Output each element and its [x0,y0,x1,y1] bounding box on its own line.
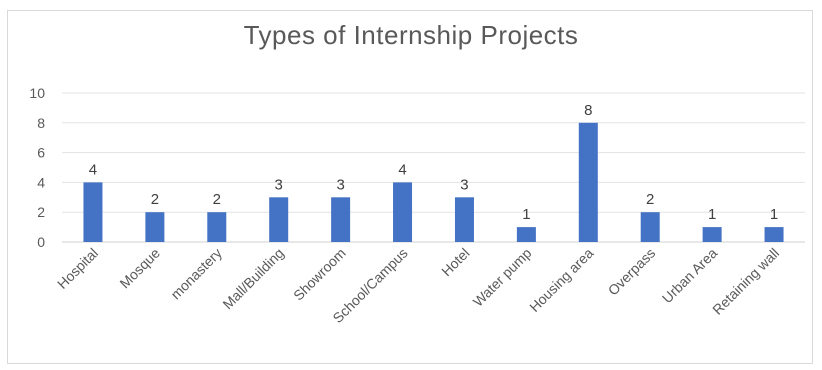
bar [454,197,474,242]
bar [331,197,351,242]
data-label: 1 [522,206,530,223]
bar [269,197,289,242]
chart-title: Types of Internship Projects [243,20,579,50]
data-labels: 4 2 2 3 3 4 3 1 8 2 1 1 [89,102,778,223]
x-tick-label: Water pump [470,245,535,310]
x-tick-label: Retaining wall [709,245,782,318]
x-tick-label: Urban Area [659,245,721,307]
y-tick-label: 8 [37,115,45,131]
data-label: 3 [460,176,468,193]
y-tick-label: 6 [37,145,45,161]
bar [516,227,536,242]
bar [578,122,598,242]
data-label: 4 [398,161,406,178]
y-tick-label: 4 [37,174,45,190]
bar [83,182,103,242]
data-label: 1 [770,206,778,223]
data-label: 2 [151,191,159,208]
x-tick-label: monastery [167,245,225,303]
y-tick-label: 2 [37,204,45,220]
data-label: 2 [646,191,654,208]
x-tick-label: Mall/Building [219,245,286,312]
bar [764,227,784,242]
y-tick-label: 10 [29,85,45,101]
bar [145,212,165,242]
x-tick-label: Housing area [526,245,596,315]
y-tick-label: 0 [37,234,45,250]
data-label: 3 [275,176,283,193]
x-tick-label: Mosque [116,245,163,292]
y-axis-tick-labels: 0 2 4 6 8 10 [29,85,45,250]
data-label: 2 [213,191,221,208]
x-tick-label: Hotel [438,245,472,279]
data-label: 3 [336,176,344,193]
bar [207,212,227,242]
x-tick-label: Hospital [54,245,101,292]
data-label: 1 [708,206,716,223]
gridlines [62,92,805,243]
data-label: 4 [89,161,97,178]
bar [702,227,722,242]
x-tick-label: Overpass [605,245,659,299]
bars [83,122,784,242]
bar [393,182,413,242]
data-label: 8 [584,102,592,119]
x-tick-label: Showroom [290,245,349,304]
bar [640,212,660,242]
